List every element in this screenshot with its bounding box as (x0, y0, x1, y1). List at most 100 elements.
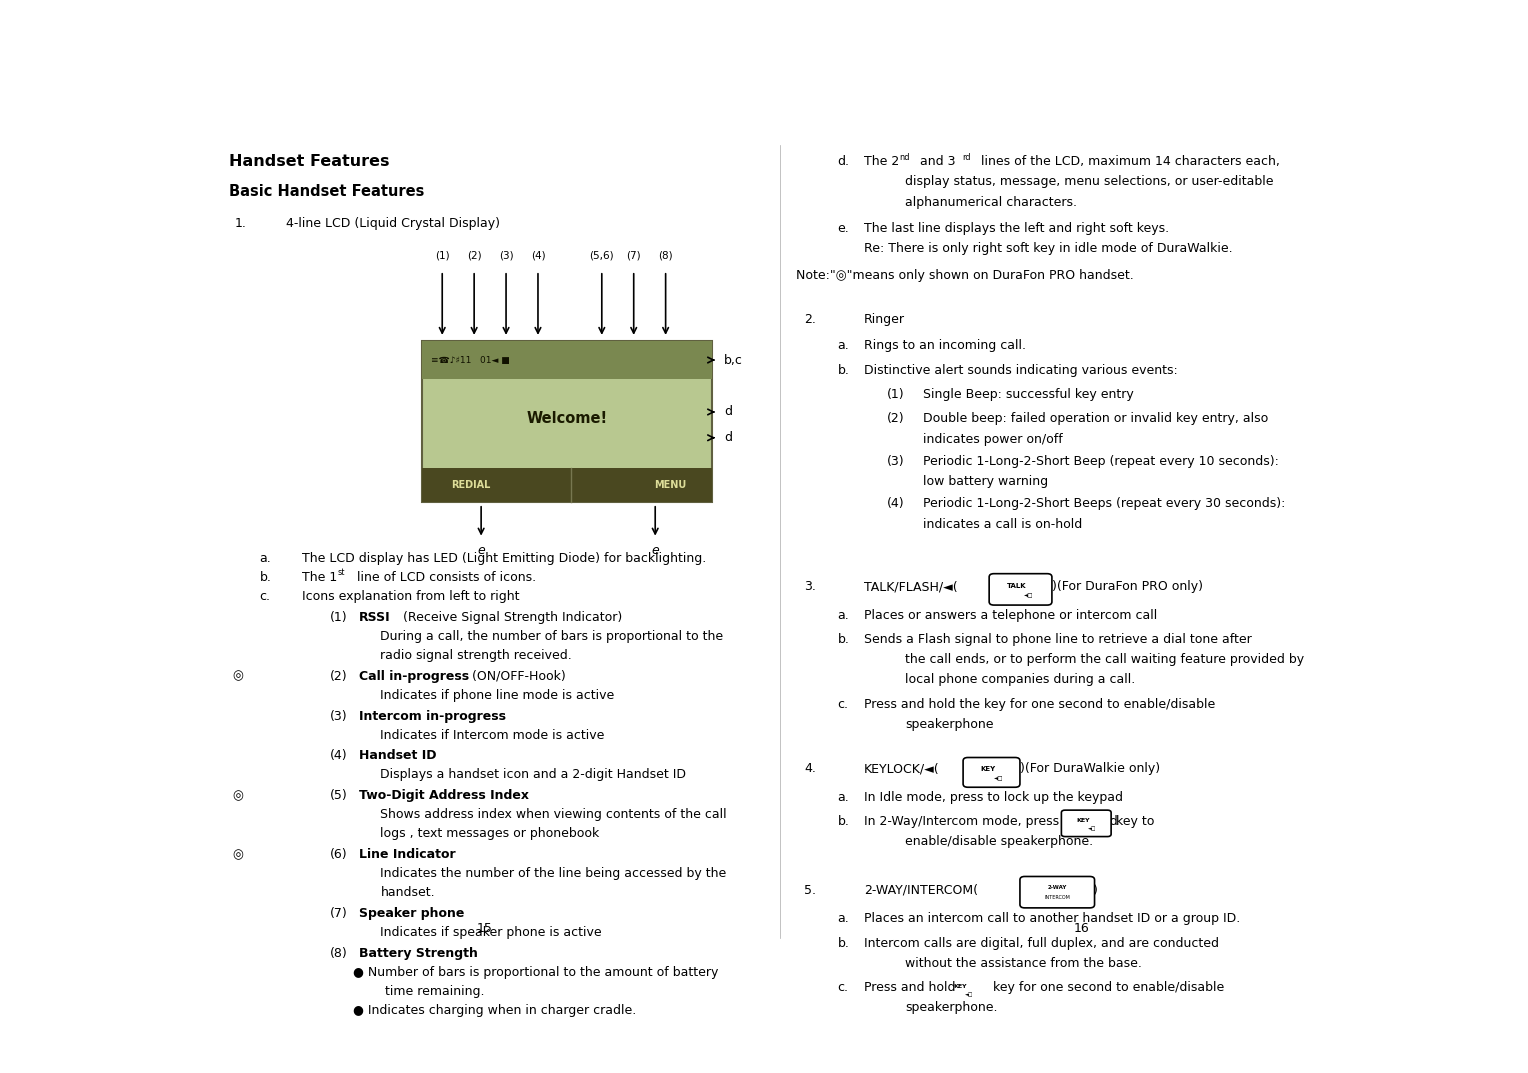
Text: The 1: The 1 (303, 571, 338, 584)
Text: 4.: 4. (804, 763, 816, 776)
Text: Double beep: failed operation or invalid key entry, also: Double beep: failed operation or invalid… (923, 412, 1268, 425)
Text: (4): (4) (330, 749, 347, 763)
Text: (5): (5) (330, 790, 347, 803)
Text: (2): (2) (330, 670, 347, 682)
Text: e: e (651, 544, 659, 557)
Text: lines of the LCD, maximum 14 characters each,: lines of the LCD, maximum 14 characters … (978, 156, 1280, 168)
Text: the call ends, or to perform the call waiting feature provided by: the call ends, or to perform the call wa… (905, 653, 1305, 666)
Text: Handset Features: Handset Features (229, 153, 390, 168)
FancyBboxPatch shape (1021, 877, 1094, 908)
Text: Places or answers a telephone or intercom call: Places or answers a telephone or interco… (863, 608, 1157, 621)
Text: The last line displays the left and right soft keys.: The last line displays the left and righ… (863, 222, 1169, 235)
Text: TALK/FLASH/◄(: TALK/FLASH/◄( (863, 580, 957, 593)
Text: handset.: handset. (380, 886, 435, 899)
Text: Sends a Flash signal to phone line to retrieve a dial tone after: Sends a Flash signal to phone line to re… (863, 633, 1251, 646)
Text: Indicates if Intercom mode is active: Indicates if Intercom mode is active (380, 729, 605, 741)
Text: KEY: KEY (953, 984, 967, 988)
Text: Indicates if speaker phone is active: Indicates if speaker phone is active (380, 926, 602, 939)
Text: ● Number of bars is proportional to the amount of battery: ● Number of bars is proportional to the … (353, 966, 718, 979)
Text: a.: a. (837, 912, 850, 925)
FancyBboxPatch shape (938, 976, 989, 1002)
Text: In Idle mode, press to lock up the keypad: In Idle mode, press to lock up the keypa… (863, 791, 1123, 804)
Text: Intercom in-progress: Intercom in-progress (359, 709, 506, 722)
Text: Intercom calls are digital, full duplex, and are conducted: Intercom calls are digital, full duplex,… (863, 937, 1219, 950)
Text: KEY: KEY (979, 766, 995, 771)
Text: local phone companies during a call.: local phone companies during a call. (905, 674, 1135, 687)
Text: indicates a call is on-hold: indicates a call is on-hold (923, 517, 1082, 530)
Text: time remaining.: time remaining. (385, 985, 484, 998)
Text: Periodic 1-Long-2-Short Beep (repeat every 10 seconds):: Periodic 1-Long-2-Short Beep (repeat eve… (923, 455, 1279, 468)
Text: Speaker phone: Speaker phone (359, 907, 465, 921)
Text: (8): (8) (330, 947, 347, 960)
Text: line of LCD consists of icons.: line of LCD consists of icons. (353, 571, 536, 584)
Text: enable/disable speakerphone.: enable/disable speakerphone. (905, 836, 1093, 849)
Text: e.: e. (837, 222, 850, 235)
Text: INTERCOM: INTERCOM (1044, 895, 1070, 900)
Text: Displays a handset icon and a 2-digit Handset ID: Displays a handset icon and a 2-digit Ha… (380, 768, 686, 781)
Text: c.: c. (260, 590, 270, 603)
Bar (422, 468, 712, 502)
Text: a.: a. (260, 552, 272, 564)
Text: b.: b. (260, 571, 272, 584)
FancyBboxPatch shape (989, 574, 1051, 605)
Text: During a call, the number of bars is proportional to the: During a call, the number of bars is pro… (380, 630, 724, 643)
Text: display status, message, menu selections, or user-editable: display status, message, menu selections… (905, 176, 1273, 189)
Text: c.: c. (837, 697, 848, 710)
Text: Rings to an incoming call.: Rings to an incoming call. (863, 339, 1025, 352)
Text: (7): (7) (626, 250, 642, 260)
Text: c.: c. (837, 981, 848, 994)
Text: (5,6): (5,6) (590, 250, 614, 260)
Text: b,c: b,c (724, 353, 743, 367)
FancyBboxPatch shape (1062, 810, 1111, 837)
Text: RSSI: RSSI (359, 611, 391, 623)
FancyBboxPatch shape (963, 758, 1021, 788)
Text: d.: d. (837, 156, 850, 168)
Text: 3.: 3. (804, 580, 816, 593)
Text: ◄□: ◄□ (1024, 593, 1033, 598)
Text: Battery Strength: Battery Strength (359, 947, 478, 960)
Text: Line Indicator: Line Indicator (359, 849, 455, 862)
Text: (Receive Signal Strength Indicator): (Receive Signal Strength Indicator) (399, 611, 623, 623)
Text: ≡☎♪♯11   01◄ ■: ≡☎♪♯11 01◄ ■ (431, 355, 510, 365)
Text: speakerphone: speakerphone (905, 718, 993, 731)
Text: Two-Digit Address Index: Two-Digit Address Index (359, 790, 529, 803)
Text: a.: a. (837, 608, 850, 621)
Text: Call in-progress: Call in-progress (359, 670, 469, 682)
Text: ◎: ◎ (232, 670, 243, 682)
Text: (3): (3) (888, 455, 905, 468)
Text: KEY: KEY (1076, 818, 1089, 823)
Text: d: d (724, 406, 732, 418)
Text: b.: b. (837, 364, 850, 377)
Text: (1): (1) (330, 611, 347, 623)
Text: (1): (1) (435, 250, 449, 260)
Text: b.: b. (837, 815, 850, 828)
Text: (4): (4) (530, 250, 545, 260)
Text: 2-WAY/INTERCOM(: 2-WAY/INTERCOM( (863, 884, 978, 897)
Text: Places an intercom call to another handset ID or a group ID.: Places an intercom call to another hands… (863, 912, 1239, 925)
Text: ● Indicates charging when in charger cradle.: ● Indicates charging when in charger cra… (353, 1004, 637, 1017)
Text: Ringer: Ringer (863, 313, 905, 326)
Text: nd: nd (898, 152, 909, 162)
Text: e: e (477, 544, 484, 557)
Text: a.: a. (837, 791, 850, 804)
Text: without the assistance from the base.: without the assistance from the base. (905, 957, 1141, 970)
Text: Indicates the number of the line being accessed by the: Indicates the number of the line being a… (380, 867, 727, 880)
Text: The LCD display has LED (Light Emitting Diode) for backlighting.: The LCD display has LED (Light Emitting … (303, 552, 706, 564)
Text: Press and hold the key for one second to enable/disable: Press and hold the key for one second to… (863, 697, 1215, 710)
Text: ◄□: ◄□ (966, 993, 973, 997)
Text: Note:"◎"means only shown on DuraFon PRO handset.: Note:"◎"means only shown on DuraFon PRO … (796, 268, 1134, 281)
Text: indicates power on/off: indicates power on/off (923, 432, 1062, 445)
Text: low battery warning: low battery warning (923, 475, 1048, 488)
Text: Indicates if phone line mode is active: Indicates if phone line mode is active (380, 689, 614, 702)
Text: ◎: ◎ (232, 790, 243, 803)
Text: 15: 15 (477, 922, 492, 936)
Text: key to: key to (1112, 815, 1155, 828)
Text: (2): (2) (468, 250, 481, 260)
Text: alphanumerical characters.: alphanumerical characters. (905, 195, 1077, 208)
Text: b.: b. (837, 633, 850, 646)
Text: Handset ID: Handset ID (359, 749, 437, 763)
Text: Periodic 1-Long-2-Short Beeps (repeat every 30 seconds):: Periodic 1-Long-2-Short Beeps (repeat ev… (923, 497, 1285, 511)
Text: )(For DuraWalkie only): )(For DuraWalkie only) (1021, 763, 1160, 776)
Text: Distinctive alert sounds indicating various events:: Distinctive alert sounds indicating vari… (863, 364, 1178, 377)
Text: Shows address index when viewing contents of the call: Shows address index when viewing content… (380, 808, 727, 821)
